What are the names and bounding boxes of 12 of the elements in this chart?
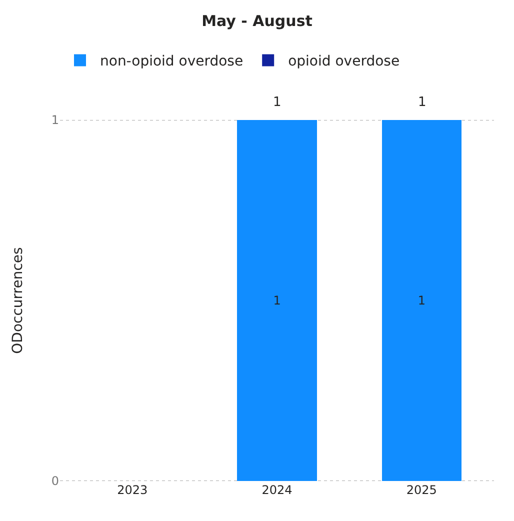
x-tick-label: 2025: [406, 483, 437, 497]
legend-label: opioid overdose: [288, 54, 400, 70]
total-label: 1: [273, 95, 282, 110]
legend-label: non-opioid overdose: [100, 54, 244, 70]
y-tick-label: 0: [51, 474, 59, 488]
chart-title: May - August: [202, 12, 312, 30]
data-label: 1: [418, 294, 426, 308]
y-axis-title: ODoccurrences: [10, 247, 26, 354]
x-tick-label: 2023: [117, 483, 148, 497]
total-label: 1: [418, 95, 426, 110]
x-tick-label: 2024: [262, 483, 292, 497]
data-label: 1: [273, 294, 281, 308]
